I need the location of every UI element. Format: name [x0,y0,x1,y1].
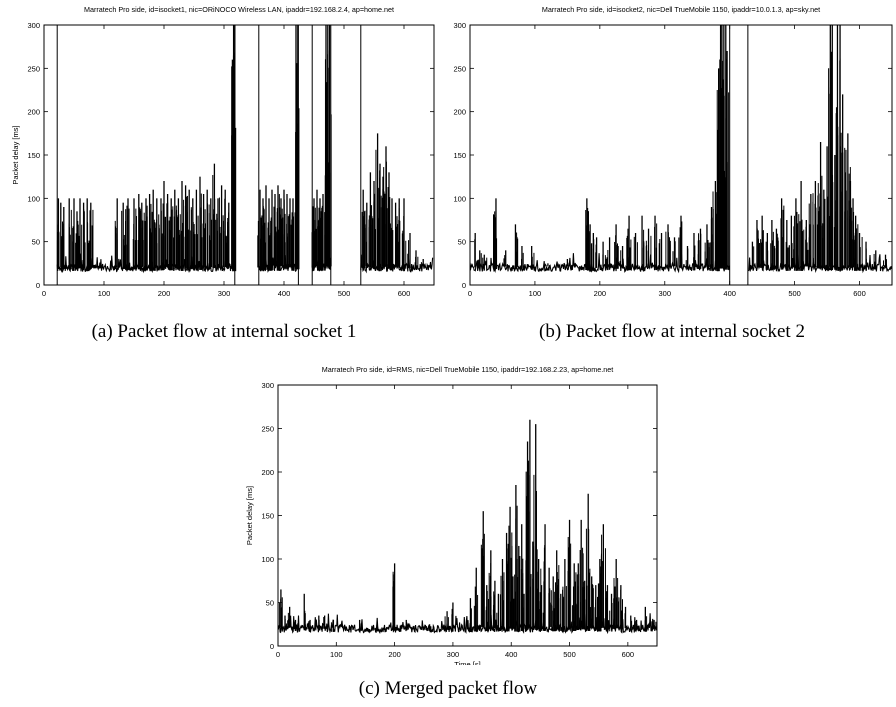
plot-frame [469,24,893,286]
x-tick-label: 0 [468,289,472,298]
baseline-trace [469,253,730,274]
y-tick-label: 200 [261,468,274,477]
plot-frame [43,24,435,286]
x-tick-label: 100 [330,650,343,659]
y-tick-label: 50 [458,238,466,247]
chart-panel-b: Marratech Pro side, id=isocket2, nic=Del… [437,0,896,308]
x-tick-label: 200 [594,289,607,298]
chart-a: Marratech Pro side, id=isocket1, nic=ORi… [11,5,435,308]
chart-title: Marratech Pro side, id=RMS, nic=Dell Tru… [322,365,614,374]
x-tick-label: 400 [278,289,291,298]
x-tick-label: 300 [218,289,231,298]
y-tick-label: 0 [462,281,466,290]
chart-c: Marratech Pro side, id=RMS, nic=Dell Tru… [245,365,658,669]
y-tick-label: 300 [453,21,466,30]
y-tick-label: 50 [32,238,40,247]
x-tick-label: 100 [98,289,111,298]
x-tick-label: 300 [659,289,672,298]
x-tick-label: 500 [563,650,576,659]
y-tick-label: 250 [261,425,274,434]
y-tick-label: 300 [27,21,40,30]
y-tick-label: 0 [36,281,40,290]
y-tick-label: 200 [453,108,466,117]
x-tick-label: 200 [388,650,401,659]
chart-title: Marratech Pro side, id=isocket1, nic=ORi… [84,5,394,14]
x-tick-label: 600 [853,289,866,298]
chart-panel-a: Marratech Pro side, id=isocket1, nic=ORi… [0,0,448,308]
y-axis-label: Packet delay [ms] [245,486,254,545]
x-tick-label: 300 [447,650,460,659]
chart-b: Marratech Pro side, id=isocket2, nic=Del… [437,5,893,308]
y-tick-label: 250 [27,64,40,73]
caption-a: (a) Packet flow at internal socket 1 [91,321,357,342]
y-tick-label: 100 [261,555,274,564]
x-tick-label: 400 [505,650,518,659]
x-tick-label: 0 [42,289,46,298]
y-tick-label: 150 [261,512,274,521]
x-tick-label: 500 [338,289,351,298]
chart-panel-c: Marratech Pro side, id=RMS, nic=Dell Tru… [230,360,666,669]
x-tick-label: 400 [723,289,736,298]
y-tick-label: 100 [27,194,40,203]
y-tick-label: 200 [27,108,40,117]
x-tick-label: 600 [622,650,635,659]
x-tick-label: 100 [529,289,542,298]
y-tick-label: 50 [266,599,274,608]
y-tick-label: 150 [453,151,466,160]
x-axis-label: Time [s] [454,660,480,665]
y-tick-label: 250 [453,64,466,73]
y-tick-label: 300 [261,381,274,390]
x-axis-label: Time [s] [668,299,694,300]
y-tick-label: 150 [27,151,40,160]
x-tick-label: 200 [158,289,171,298]
caption-b: (b) Packet flow at internal socket 2 [539,321,805,342]
x-tick-label: 0 [276,650,280,659]
x-tick-label: 600 [398,289,411,298]
caption-c: (c) Merged packet flow [358,678,538,699]
y-tick-label: 0 [270,642,274,651]
x-tick-label: 500 [788,289,801,298]
y-tick-label: 100 [453,194,466,203]
plot-frame [277,384,658,647]
y-axis-label: Packet delay [ms] [11,125,20,184]
chart-title: Marratech Pro side, id=isocket2, nic=Del… [542,5,820,14]
x-axis-label: Time [s] [226,299,252,300]
